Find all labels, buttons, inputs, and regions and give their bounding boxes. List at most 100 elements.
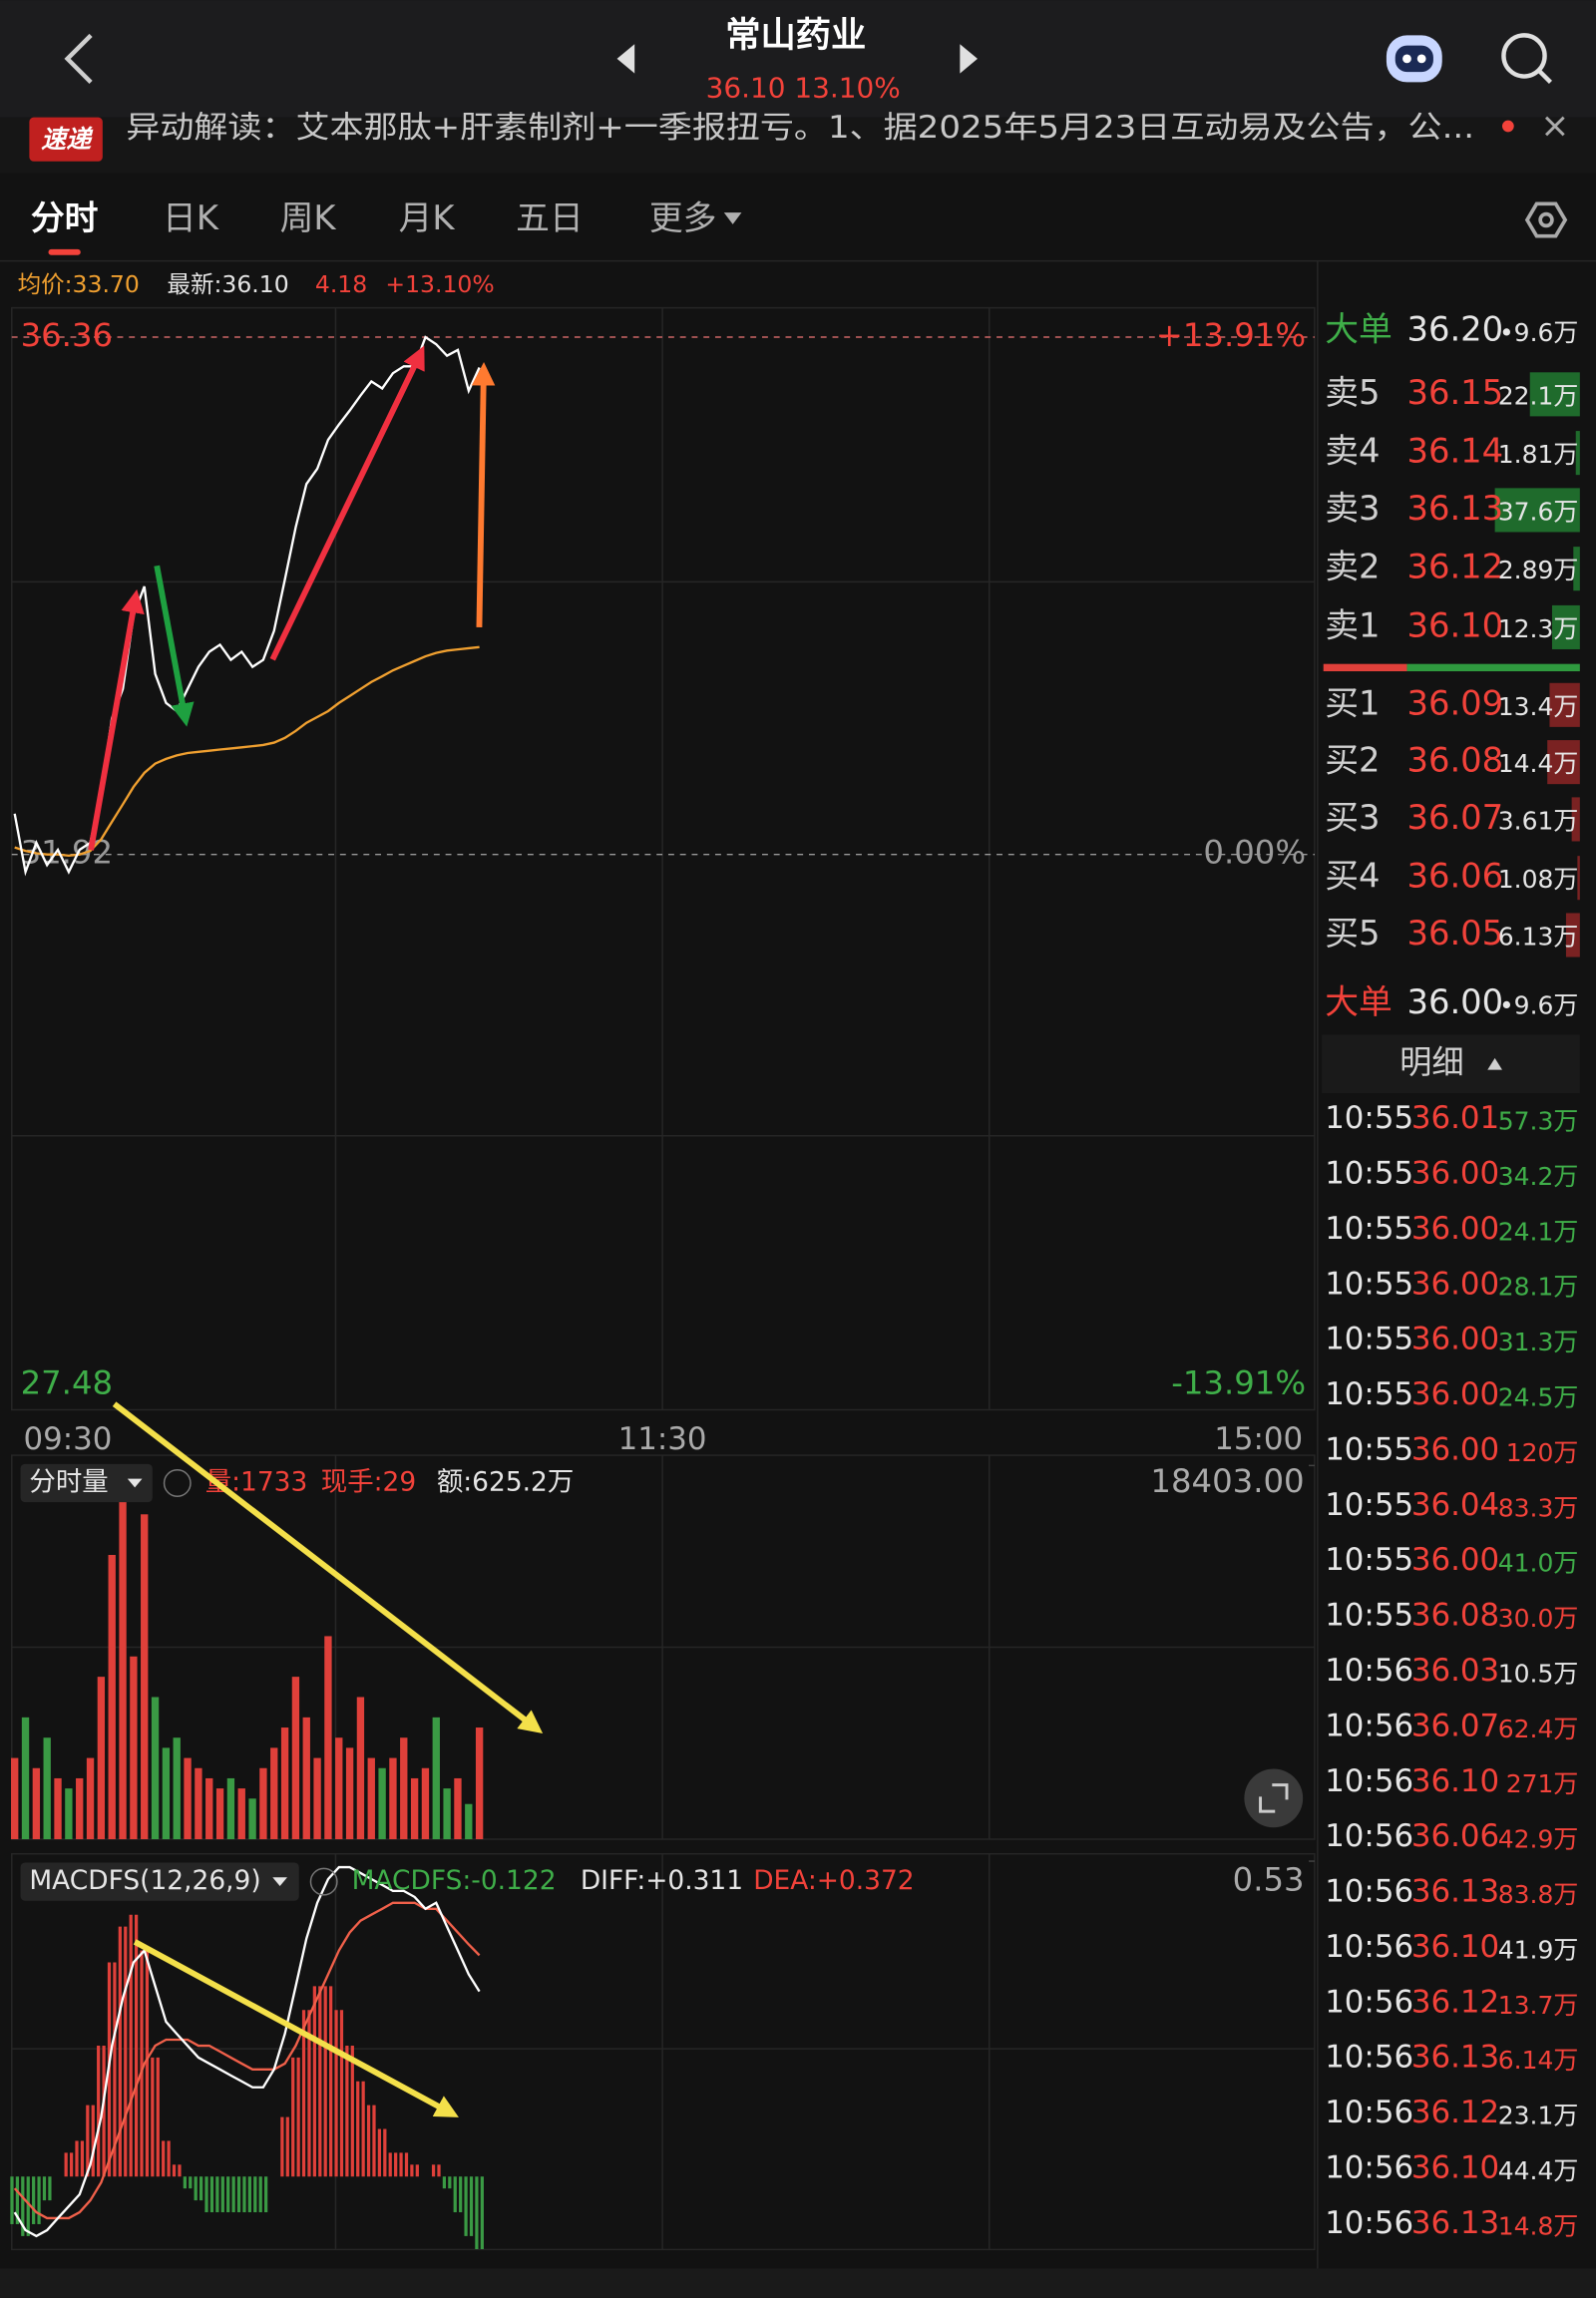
search-icon [1501,33,1547,79]
level-label: 买4 [1325,857,1380,896]
volume-bar [248,1798,256,1840]
depth-bar [1577,856,1580,901]
trade-price: 36.13 [1411,1874,1499,1910]
volume-bar [443,1788,451,1840]
level-label: 买1 [1325,683,1380,722]
trade-price: 36.00 [1411,1266,1499,1302]
level-volume: 3.61万 [1498,806,1579,835]
volume-hand: 现手:29 [321,1466,416,1497]
volume-bar [151,1697,160,1840]
details-caret [1487,1057,1502,1070]
trade-time: 10:55 [1325,1598,1413,1634]
volume-bar [280,1727,289,1840]
volume-bar [173,1737,181,1840]
tab[interactable]: 分时 [31,198,99,237]
more-caret [723,212,742,224]
tab[interactable]: 五日 [516,198,584,237]
big-order-volume: •9.6万 [1499,990,1578,1019]
assistant-icon[interactable] [1386,35,1442,83]
volume-bar [335,1737,343,1840]
volume-bar [215,1788,224,1840]
robot-face [1395,45,1433,73]
level-label: 买3 [1325,798,1380,837]
trade-time: 10:55 [1325,1266,1413,1302]
search-handle [1537,69,1553,84]
time-label: 11:30 [618,1421,707,1457]
trade-price: 36.00 [1411,1542,1499,1578]
trade-time: 10:56 [1325,2205,1413,2241]
search-button[interactable] [1501,33,1553,84]
trade-time: 10:56 [1325,1653,1413,1689]
trade-time: 10:56 [1325,2040,1413,2076]
macdfs-value: MACDFS:-0.122 [352,1865,557,1896]
level-label: 卖3 [1325,489,1380,528]
back-button[interactable] [64,33,93,84]
trade-price: 36.00 [1411,1156,1499,1192]
volume-bar [324,1636,332,1840]
time-label: 09:30 [24,1421,113,1457]
volume-bar [302,1717,310,1840]
volume-selector[interactable] [20,1463,153,1503]
macd-selector[interactable] [20,1862,299,1901]
change-percent: +13.10% [385,270,494,298]
volume-bar [270,1747,278,1840]
trade-time: 10:56 [1325,1984,1413,2020]
depth-bar [1494,488,1580,533]
level-label: 卖2 [1325,548,1380,586]
level-price: 36.10 [1406,605,1503,644]
tab[interactable]: 周K [280,198,337,237]
prev-stock[interactable] [616,44,635,74]
trade-volume: 83.8万 [1498,1880,1579,1909]
level-volume: 1.81万 [1498,440,1579,469]
trade-time: 10:55 [1325,1487,1413,1523]
trade-time: 10:56 [1325,1874,1413,1910]
volume-bar [454,1777,462,1840]
volume-bar [205,1777,213,1840]
trade-price: 36.07 [1411,1708,1499,1743]
tab[interactable]: 月K [399,198,456,237]
annotation-arrow [88,588,145,851]
trade-price: 36.10 [1411,1763,1499,1799]
trade-volume: 30.0万 [1498,1604,1579,1633]
details-header[interactable] [1322,1034,1580,1094]
tab[interactable]: 日K [163,198,219,237]
volume-bar [97,1677,106,1840]
depth-bar [1529,372,1580,417]
annotation-arrow [133,1939,459,2117]
y-tick-label: 27.48 [21,1364,114,1402]
volume-bar [237,1788,245,1840]
details-title: 明细 [1399,1043,1464,1081]
level-label: 卖1 [1325,605,1380,644]
volume-bar [54,1777,62,1840]
help-icon[interactable] [163,1469,192,1497]
volume-amount: 额:625.2万 [437,1466,574,1497]
volume-bar [410,1777,419,1840]
trade-volume: 24.1万 [1498,1217,1579,1246]
tab[interactable]: 更多 [649,198,717,237]
big-order-price: 36.20 [1406,310,1503,349]
bid-ask-bar-green [1406,663,1580,672]
next-stock[interactable] [960,44,978,74]
trade-time: 10:55 [1325,1322,1413,1357]
news-close[interactable] [1545,116,1565,137]
trade-time: 10:55 [1325,1100,1413,1136]
y-tick-label: 0.53 [1233,1861,1305,1899]
volume-bar [421,1767,430,1840]
level-label: 买2 [1325,741,1380,780]
help-icon[interactable] [309,1867,338,1896]
trade-time: 10:55 [1325,1376,1413,1412]
level-label: 卖4 [1325,432,1380,471]
expand-button[interactable] [1244,1768,1304,1828]
macd-caret [272,1877,287,1887]
depth-bar [1571,797,1580,842]
annotation-arrow [269,345,425,661]
trade-price: 36.00 [1411,1376,1499,1412]
volume-bar [130,1656,138,1840]
trade-volume: 57.3万 [1498,1107,1579,1136]
trade-volume: 44.4万 [1498,2156,1579,2185]
news-bar[interactable] [0,117,1596,174]
settings-button[interactable] [1524,201,1568,238]
trade-time: 10:55 [1325,1542,1413,1578]
average-price: 均价:33.70 [18,270,140,298]
volume-bar [21,1717,30,1840]
